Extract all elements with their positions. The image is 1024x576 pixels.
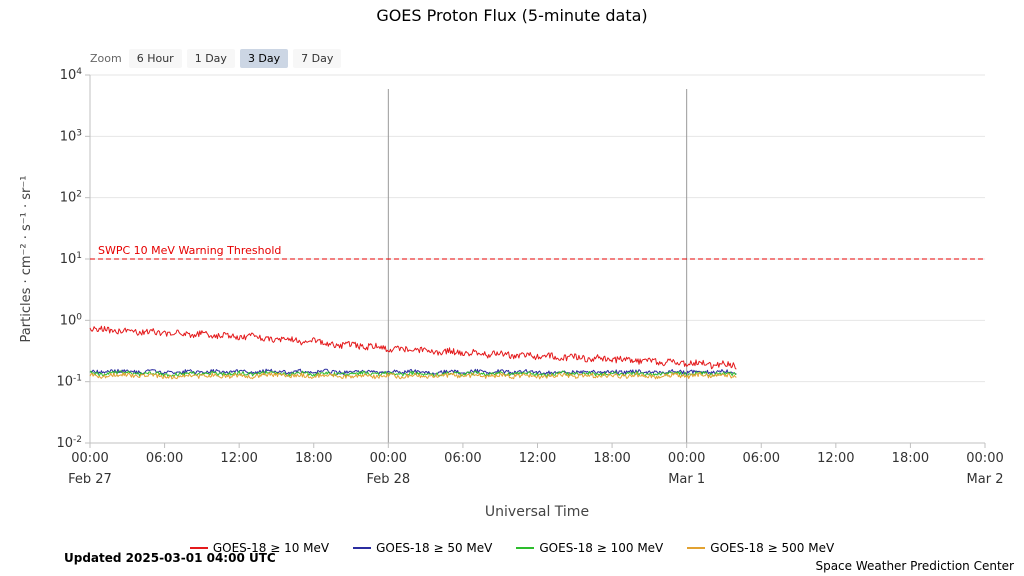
legend-label: GOES-18 ≥ 100 MeV xyxy=(539,541,664,555)
series-lines xyxy=(89,325,737,380)
axis-tick-labels: 10-2 10-1 100 101 102 103 104 00:00 06:00 12:00 18… xyxy=(56,67,1003,487)
legend-label: GOES-18 ≥ 50 MeV xyxy=(376,541,493,555)
gridlines xyxy=(90,74,985,444)
zoom-controls: Zoom 6 Hour 1 Day 3 Day 7 Day xyxy=(90,49,342,68)
series-line-3 xyxy=(89,372,737,380)
zoom-label: Zoom xyxy=(90,52,122,65)
x-tick-label: 12:00 xyxy=(817,451,854,466)
y-tick-label: 10-2 xyxy=(56,435,82,451)
zoom-button-7-day[interactable]: 7 Day xyxy=(293,49,342,68)
date-label: Mar 1 xyxy=(668,472,705,487)
y-tick-label: 104 xyxy=(60,67,83,83)
legend: GOES-18 ≥ 10 MeV GOES-18 ≥ 50 MeV GOES-18 … xyxy=(0,541,1024,555)
date-label: Mar 2 xyxy=(967,472,1004,487)
series-line-0 xyxy=(89,325,737,370)
x-tick-label: 18:00 xyxy=(295,451,332,466)
x-tick-label: 06:00 xyxy=(444,451,481,466)
y-tick-label: 102 xyxy=(60,190,82,206)
legend-item-2[interactable]: GOES-18 ≥ 100 MeV xyxy=(516,541,663,555)
x-tick-label: 18:00 xyxy=(892,451,929,466)
x-tick-label: 00:00 xyxy=(966,451,1003,466)
legend-swatch xyxy=(687,547,706,549)
x-tick-label: 18:00 xyxy=(593,451,630,466)
y-tick-label: 10-1 xyxy=(56,374,82,390)
updated-timestamp: Updated 2025-03-01 04:00 UTC xyxy=(64,551,276,565)
legend-item-3[interactable]: GOES-18 ≥ 500 MeV xyxy=(687,541,834,555)
x-tick-label: 06:00 xyxy=(146,451,183,466)
x-tick-label: 06:00 xyxy=(743,451,780,466)
legend-swatch xyxy=(516,547,535,549)
zoom-button-1-day[interactable]: 1 Day xyxy=(186,49,235,68)
credit: Space Weather Prediction Center xyxy=(815,559,1014,573)
zoom-button-6-hour[interactable]: 6 Hour xyxy=(128,49,182,68)
x-tick-label: 00:00 xyxy=(71,451,108,466)
y-tick-label: 101 xyxy=(60,251,82,267)
legend-label: GOES-18 ≥ 500 MeV xyxy=(710,541,835,555)
zoom-button-group: 6 Hour 1 Day 3 Day 7 Day xyxy=(128,49,342,68)
series-line-2 xyxy=(89,370,737,377)
y-axis-title: Particles · cm⁻² · s⁻¹ · sr⁻¹ xyxy=(19,176,34,343)
zoom-button-3-day[interactable]: 3 Day xyxy=(239,49,289,68)
x-tick-label: 12:00 xyxy=(220,451,257,466)
legend-label: GOES-18 ≥ 10 MeV xyxy=(212,541,330,555)
page-title: GOES Proton Flux (5-minute data) xyxy=(376,6,648,25)
legend-item-1[interactable]: GOES-18 ≥ 50 MeV xyxy=(353,541,492,555)
x-tick-label: 00:00 xyxy=(668,451,705,466)
legend-item-0[interactable]: GOES-18 ≥ 10 MeV xyxy=(189,541,330,555)
x-axis-title: Universal Time xyxy=(485,504,589,520)
legend-swatch xyxy=(353,547,372,549)
threshold-label: SWPC 10 MeV Warning Threshold xyxy=(98,244,281,257)
x-tick-label: 00:00 xyxy=(370,451,407,466)
y-tick-label: 100 xyxy=(60,312,83,328)
y-tick-label: 103 xyxy=(60,128,82,144)
legend-swatch xyxy=(189,547,208,549)
date-label: Feb 27 xyxy=(68,472,112,487)
x-tick-label: 12:00 xyxy=(519,451,556,466)
date-label: Feb 28 xyxy=(366,472,410,487)
